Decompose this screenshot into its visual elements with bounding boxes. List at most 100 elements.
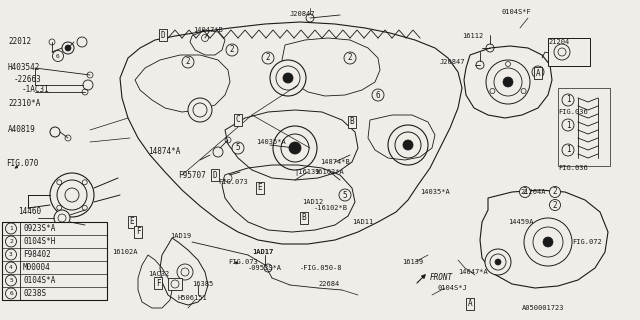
Text: E: E: [258, 183, 262, 193]
Text: 16102*A: 16102*A: [314, 169, 344, 175]
Text: 1AC32: 1AC32: [148, 271, 169, 277]
Circle shape: [388, 125, 428, 165]
Circle shape: [270, 60, 306, 96]
Text: |16139: |16139: [294, 169, 319, 175]
Circle shape: [289, 142, 301, 154]
Text: 6: 6: [56, 53, 60, 59]
Circle shape: [181, 268, 189, 276]
Text: 14047*A: 14047*A: [458, 269, 488, 275]
Text: 1: 1: [566, 146, 570, 155]
Text: 2: 2: [266, 53, 270, 62]
Text: 3: 3: [9, 252, 13, 257]
Text: 0923S*A: 0923S*A: [23, 224, 56, 233]
Text: 0104S*H: 0104S*H: [23, 237, 56, 246]
Circle shape: [490, 89, 495, 93]
Text: 14874*B: 14874*B: [320, 159, 349, 165]
Circle shape: [532, 66, 544, 78]
Circle shape: [6, 236, 17, 247]
Text: 1: 1: [566, 121, 570, 130]
Text: 4: 4: [9, 265, 13, 270]
Circle shape: [550, 187, 561, 197]
Text: 1: 1: [566, 95, 570, 105]
Circle shape: [262, 52, 274, 64]
Circle shape: [486, 44, 494, 52]
Text: A40819: A40819: [8, 125, 36, 134]
Text: 14874*A: 14874*A: [148, 148, 180, 156]
Text: 22310*A: 22310*A: [8, 100, 40, 108]
Text: FIG.036: FIG.036: [558, 109, 588, 115]
Text: 2: 2: [553, 188, 557, 196]
Circle shape: [372, 89, 384, 101]
Circle shape: [485, 249, 511, 275]
Circle shape: [182, 56, 194, 68]
Text: 0104S*F: 0104S*F: [502, 9, 532, 15]
Text: 14459A: 14459A: [508, 219, 534, 225]
Text: 5: 5: [342, 190, 348, 199]
Circle shape: [57, 205, 62, 210]
Text: F: F: [156, 278, 160, 287]
Circle shape: [62, 42, 74, 54]
Circle shape: [202, 35, 209, 42]
Circle shape: [550, 199, 561, 211]
Text: -FIG.050-8: -FIG.050-8: [300, 265, 342, 271]
Circle shape: [6, 275, 17, 286]
Bar: [548, 38, 590, 66]
Circle shape: [344, 52, 356, 64]
Text: B: B: [349, 117, 355, 126]
Circle shape: [65, 188, 79, 202]
Circle shape: [50, 127, 60, 137]
Text: 0238S: 0238S: [23, 289, 46, 298]
Text: 1: 1: [536, 69, 540, 75]
Text: A: A: [468, 300, 472, 308]
Circle shape: [83, 80, 93, 90]
Text: 2: 2: [553, 201, 557, 210]
Text: 14047*B: 14047*B: [193, 27, 223, 33]
Text: 16102A: 16102A: [112, 249, 138, 255]
Circle shape: [65, 135, 71, 141]
Text: 5: 5: [236, 143, 240, 153]
Text: -0953S*A: -0953S*A: [248, 265, 282, 271]
Text: 2: 2: [186, 58, 190, 67]
Circle shape: [283, 73, 293, 83]
Text: 2: 2: [523, 188, 527, 196]
Text: 2: 2: [230, 45, 234, 54]
Bar: [558, 88, 610, 166]
Text: C: C: [236, 116, 240, 124]
Text: 16139: 16139: [402, 259, 423, 265]
Text: 14460: 14460: [18, 207, 41, 217]
Circle shape: [521, 89, 526, 93]
Text: J20847: J20847: [290, 11, 316, 17]
Text: FIG.073: FIG.073: [228, 259, 258, 265]
Circle shape: [562, 94, 574, 106]
Text: 1AD19: 1AD19: [170, 233, 191, 239]
Circle shape: [54, 210, 70, 226]
Text: -16102*B: -16102*B: [314, 205, 348, 211]
Text: F98402: F98402: [23, 250, 51, 259]
Circle shape: [226, 44, 238, 56]
Circle shape: [52, 51, 63, 61]
Circle shape: [188, 98, 212, 122]
Circle shape: [6, 223, 17, 234]
Text: 1AD17: 1AD17: [252, 249, 273, 255]
Text: 22684: 22684: [318, 281, 339, 287]
Circle shape: [486, 60, 530, 104]
Circle shape: [403, 140, 413, 150]
Bar: [168, 278, 182, 290]
Text: 16385: 16385: [192, 281, 213, 287]
Circle shape: [65, 45, 71, 51]
Text: FIG.073: FIG.073: [218, 179, 248, 185]
Circle shape: [476, 61, 484, 69]
Circle shape: [6, 288, 17, 299]
Text: 14035*A: 14035*A: [256, 139, 285, 145]
Text: F: F: [136, 228, 140, 236]
Text: 16112: 16112: [462, 33, 483, 39]
Text: M00004: M00004: [23, 263, 51, 272]
Text: -22663: -22663: [14, 76, 42, 84]
Text: 5: 5: [9, 278, 13, 283]
Circle shape: [171, 280, 179, 288]
Circle shape: [57, 180, 62, 185]
Text: -1AC31: -1AC31: [22, 85, 50, 94]
Circle shape: [87, 72, 93, 78]
Circle shape: [49, 39, 55, 45]
Text: 6: 6: [9, 291, 13, 296]
